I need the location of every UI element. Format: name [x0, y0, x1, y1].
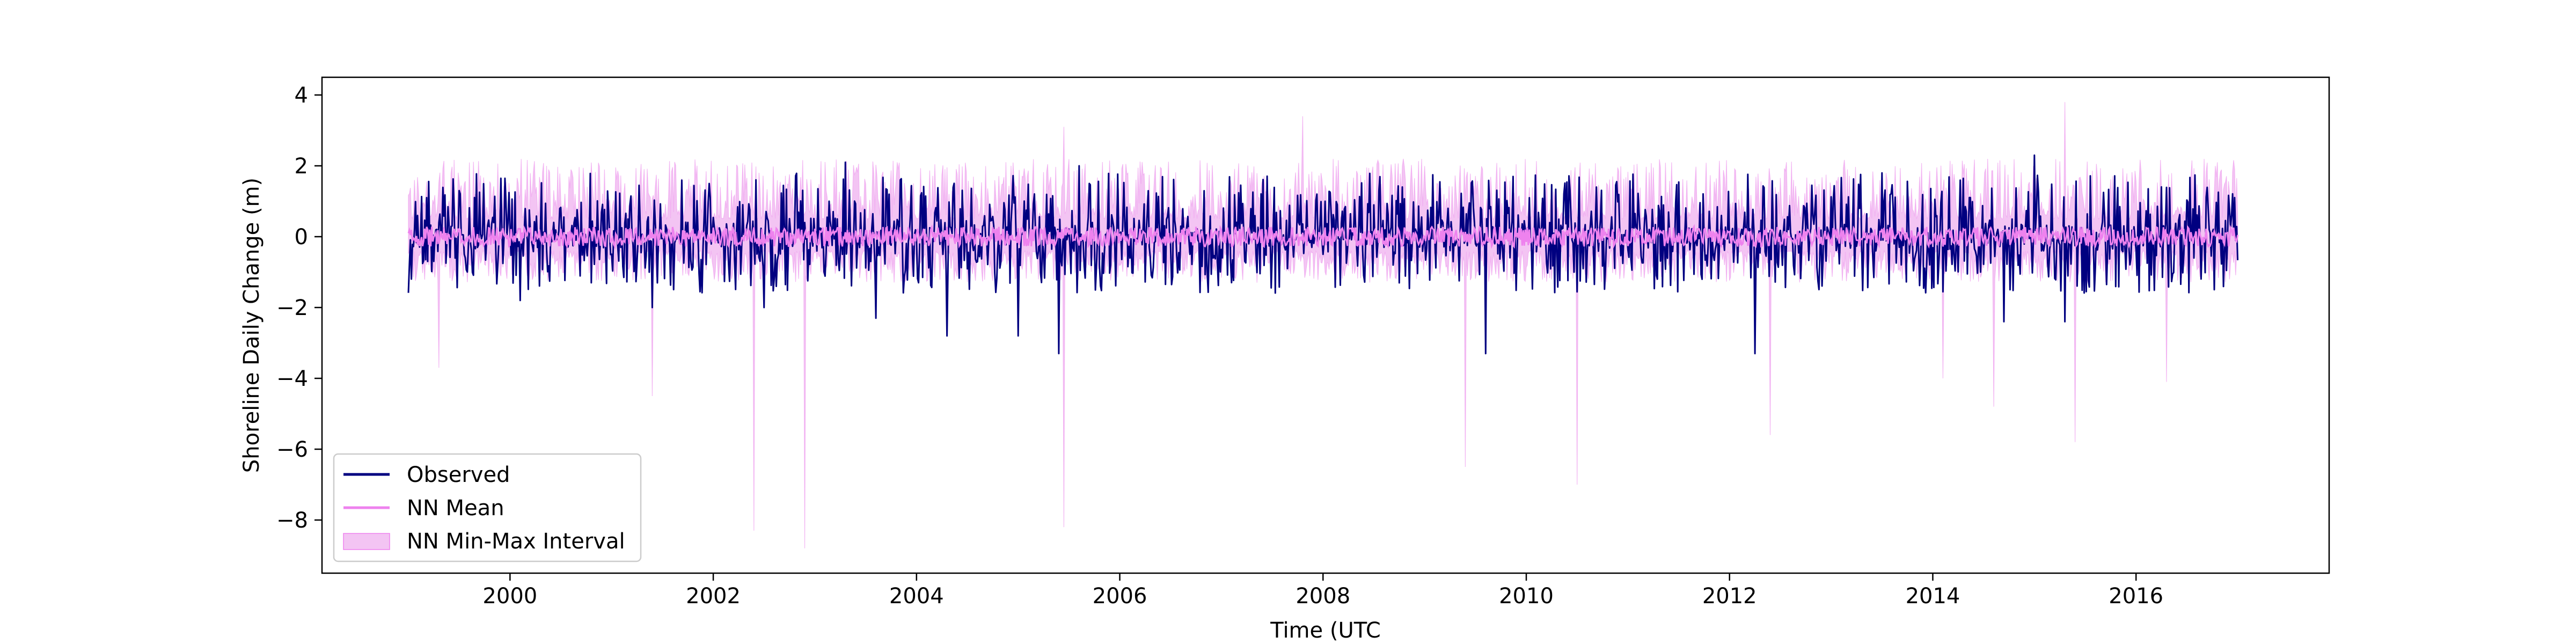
x-tick-label: 2010	[1499, 584, 1554, 609]
plot-frame	[321, 76, 2330, 574]
x-tick-label: 2012	[1702, 584, 1757, 609]
legend-observed-label: Observed	[407, 463, 510, 487]
y-tick-label: 0	[295, 225, 308, 250]
observed-line	[407, 154, 2239, 355]
x-tick-label: 2016	[2109, 584, 2163, 609]
y-tick-label: −4	[276, 367, 308, 391]
plot-area	[407, 102, 2239, 548]
observed-series	[407, 154, 2239, 355]
x-tick-label: 2004	[889, 584, 944, 609]
y-tick-label: 4	[295, 83, 308, 108]
x-tick-label: 2000	[482, 584, 537, 609]
y-tick-label: −8	[276, 508, 308, 533]
x-axis-label: Time (UTC	[1270, 618, 1381, 643]
nn-mean-series	[407, 224, 2239, 250]
y-axis-label: Shoreline Daily Change (m)	[239, 178, 264, 473]
x-tick-label: 2008	[1296, 584, 1350, 609]
y-tick-label: −6	[276, 437, 308, 462]
nn-mean-line	[407, 224, 2239, 250]
y-tick-label: 2	[295, 154, 308, 179]
legend-interval-label: NN Min-Max Interval	[407, 529, 625, 554]
legend-nn-mean-label: NN Mean	[407, 496, 504, 521]
legend: Observed NN Mean NN Min-Max Interval	[333, 453, 642, 562]
x-axis: 2000 2002 2004 2006 2008 2010 2012 2014 2016	[482, 573, 2163, 609]
x-tick-label: 2014	[1906, 584, 1960, 609]
y-axis: −8 −6 −4 −2 0 2 4	[276, 83, 322, 533]
legend-box	[333, 453, 642, 562]
x-tick-label: 2002	[686, 584, 741, 609]
x-tick-label: 2006	[1093, 584, 1147, 609]
y-tick-label: −2	[276, 296, 308, 320]
legend-interval-swatch	[343, 533, 390, 550]
